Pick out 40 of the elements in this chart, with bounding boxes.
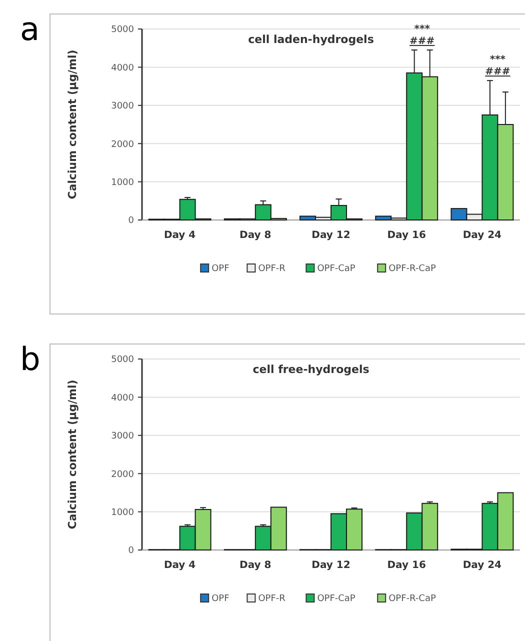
y-tick-label: 0 xyxy=(128,546,134,556)
x-tick-label: Day 12 xyxy=(312,230,350,241)
y-tick-label: 1000 xyxy=(111,178,134,188)
x-tick-label: Day 16 xyxy=(387,230,426,241)
x-tick-label: Day 4 xyxy=(164,230,196,241)
y-tick-label: 4000 xyxy=(111,63,134,74)
chart-title: cell laden-hydrogels xyxy=(248,33,374,46)
legend-label: OPF-R-CaP xyxy=(388,264,436,274)
x-tick-label: Day 24 xyxy=(462,560,502,571)
annotation: *** xyxy=(490,54,506,66)
legend-label: OPF xyxy=(212,594,230,604)
chart-title: cell free-hydrogels xyxy=(252,363,370,376)
y-tick-label: 2000 xyxy=(111,470,134,480)
annotation: ### xyxy=(410,36,435,48)
y-tick-label: 0 xyxy=(128,216,134,226)
x-tick-label: Day 16 xyxy=(387,560,426,571)
x-tick-label: Day 4 xyxy=(164,560,196,571)
legend-label: OPF-CaP xyxy=(317,264,356,274)
x-tick-label: Day 24 xyxy=(462,230,502,241)
x-tick-label: Day 12 xyxy=(312,560,350,571)
y-tick-label: 2000 xyxy=(111,140,134,150)
y-axis-title: Calcium content (μg/ml) xyxy=(66,380,79,530)
legend-label: OPF-R xyxy=(258,264,286,274)
legend-label: OPF xyxy=(212,264,230,274)
y-tick-label: 4000 xyxy=(111,393,134,404)
legend-label: OPF-R xyxy=(258,594,286,604)
y-tick-label: 5000 xyxy=(111,25,134,36)
x-tick-label: Day 8 xyxy=(240,230,272,241)
y-tick-label: 5000 xyxy=(111,355,134,366)
legend-label: OPF-R-CaP xyxy=(388,594,436,604)
y-tick-label: 3000 xyxy=(111,102,134,112)
y-axis-title: Calcium content (μg/ml) xyxy=(66,50,79,200)
annotation: *** xyxy=(414,24,431,36)
y-tick-label: 3000 xyxy=(111,432,134,442)
text: b xyxy=(20,340,40,378)
x-tick-label: Day 8 xyxy=(240,560,272,571)
y-tick-label: 1000 xyxy=(111,508,134,518)
legend-label: OPF-CaP xyxy=(317,594,356,604)
annotation: ### xyxy=(485,66,510,78)
text: a xyxy=(20,10,40,48)
